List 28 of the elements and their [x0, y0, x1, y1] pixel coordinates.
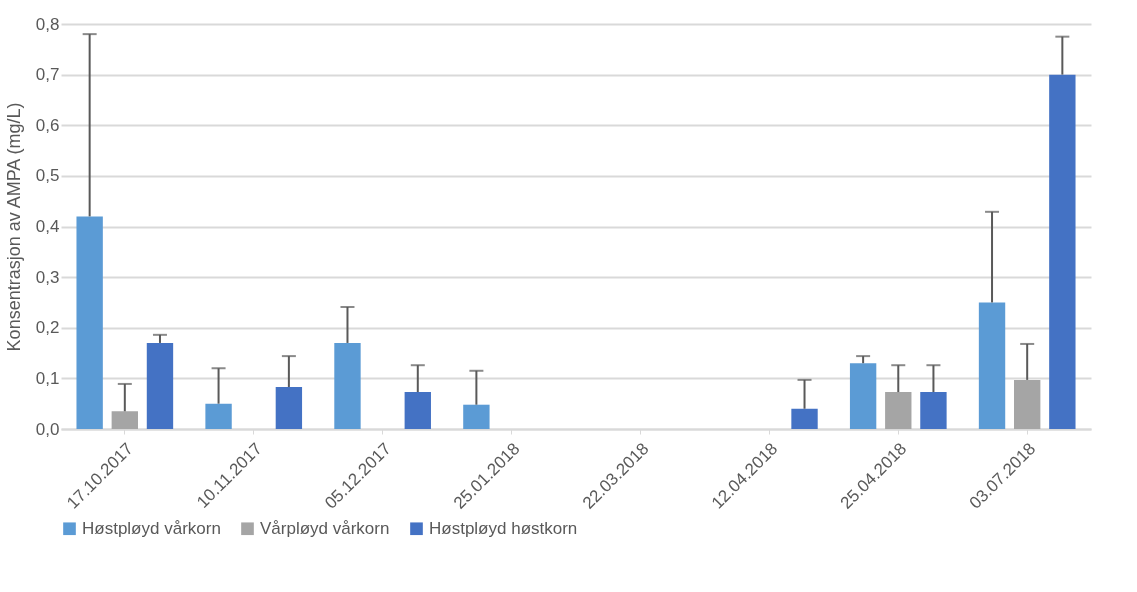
bar	[334, 342, 361, 429]
legend-label: Høstpløyd vårkorn	[82, 518, 221, 538]
y-tick-label: 0,0	[35, 419, 60, 439]
bar	[275, 386, 303, 429]
bar	[76, 216, 103, 429]
bar	[1014, 379, 1041, 429]
bar	[205, 403, 232, 429]
bar	[920, 392, 947, 429]
y-tick-label: 0,3	[35, 267, 60, 287]
bar	[1049, 74, 1076, 429]
bar	[978, 302, 1006, 429]
y-tick-label: 0,1	[35, 368, 60, 388]
legend-label: Vårpløyd vårkorn	[260, 518, 390, 538]
bar	[404, 392, 431, 429]
legend-label: Høstpløyd høstkorn	[429, 518, 578, 538]
bar	[885, 392, 912, 429]
y-tick-label: 0,4	[35, 217, 60, 236]
bar	[849, 363, 877, 429]
y-tick-label: 0,5	[35, 166, 60, 186]
bar	[791, 408, 818, 429]
bar	[146, 342, 174, 429]
bar	[111, 411, 138, 429]
y-tick-label: 0,2	[35, 318, 60, 338]
y-axis-title: Konsentrasjon av AMPA (mg/L)	[3, 102, 24, 352]
bar	[463, 404, 490, 429]
y-tick-label: 0,7	[35, 65, 60, 85]
y-tick-label: 0,6	[35, 115, 60, 135]
y-tick-label: 0,8	[35, 14, 60, 34]
